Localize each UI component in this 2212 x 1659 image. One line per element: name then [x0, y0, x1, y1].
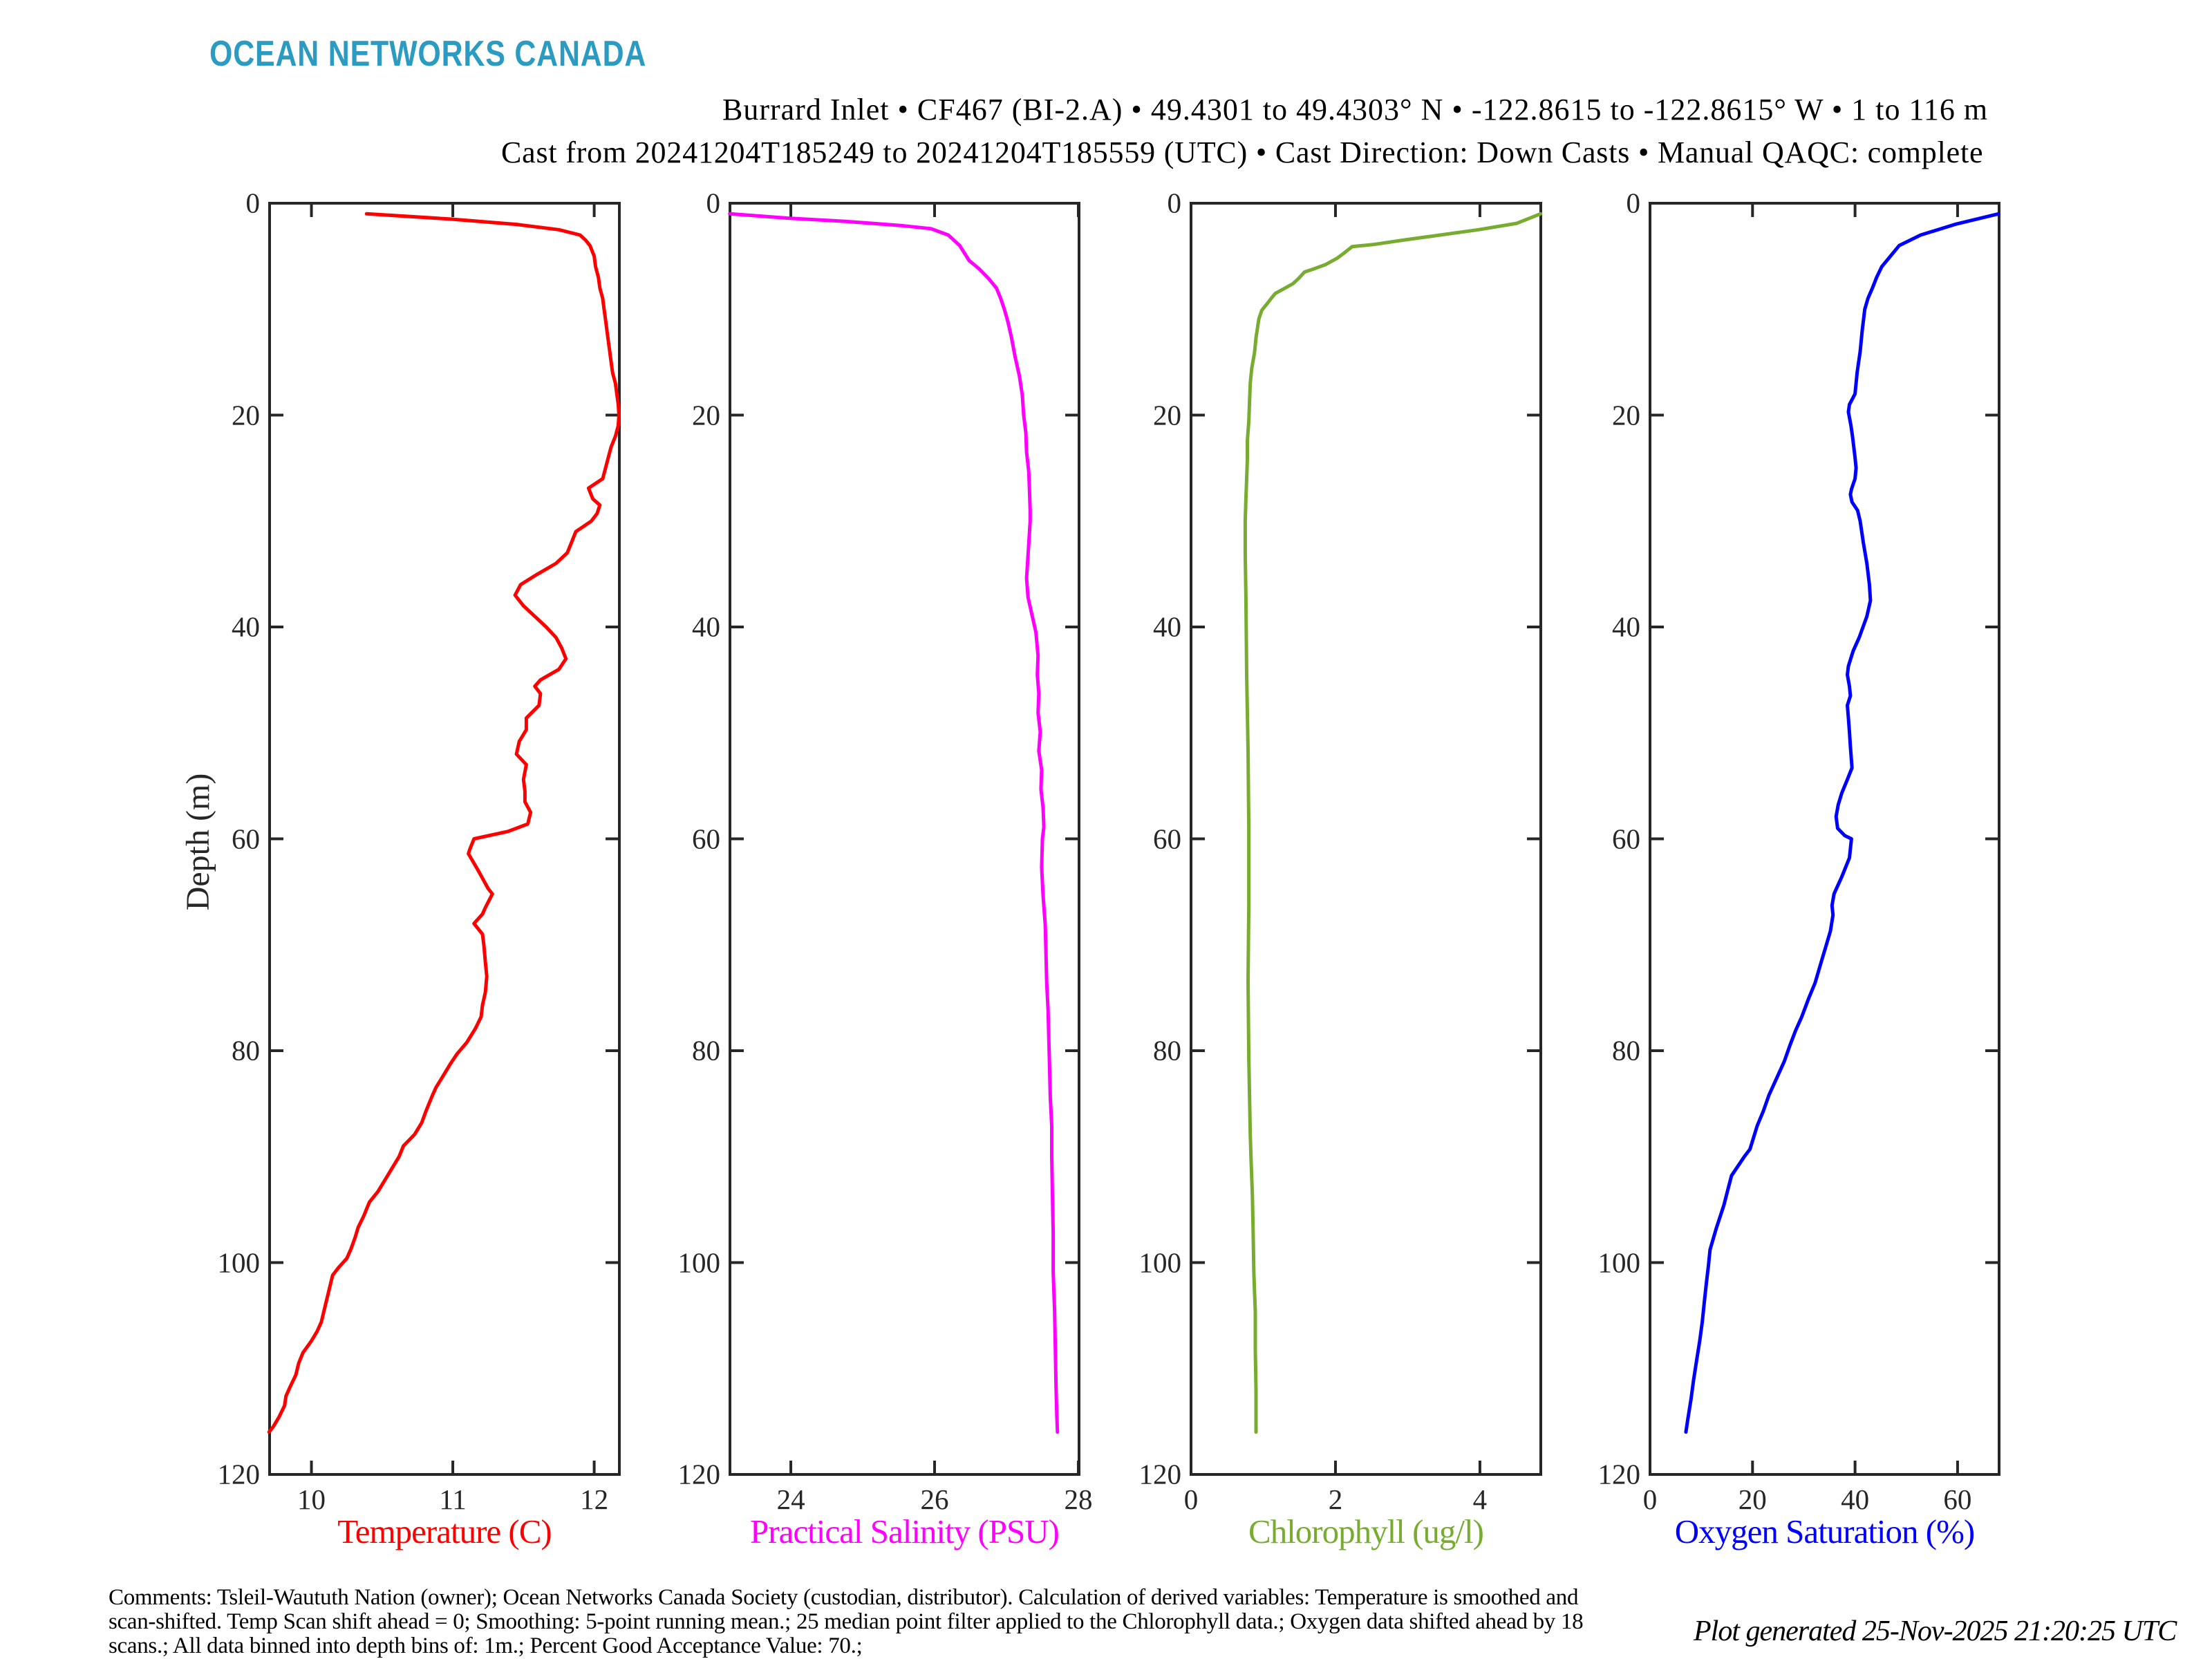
temperature-x-tick-label: 11 — [439, 1483, 467, 1515]
salinity-axes-frame — [729, 202, 1080, 1476]
oxygen-axis-label: Oxygen Saturation (%) — [1674, 1512, 1975, 1550]
oxygen-y-tick-label: 0 — [1626, 187, 1641, 219]
salinity-x-tick-label: 24 — [776, 1483, 805, 1515]
chlorophyll-x-tick-label: 2 — [1328, 1483, 1343, 1515]
oxygen-axes-frame — [1649, 202, 2000, 1476]
oxygen-y-tick-label: 20 — [1612, 399, 1640, 431]
comments-line3: scans.; All data binned into depth bins … — [109, 1633, 863, 1658]
oxygen-x-tick-label: 60 — [1943, 1483, 1972, 1515]
salinity-y-tick-label: 20 — [692, 399, 720, 431]
chlorophyll-axis-label: Chlorophyll (ug/l) — [1248, 1512, 1484, 1550]
temperature-axis-label: Temperature (C) — [337, 1512, 552, 1550]
oxygen-y-tick-label: 100 — [1597, 1246, 1641, 1278]
temperature-curve — [267, 212, 621, 1434]
figure-title-line1: Burrard Inlet • CF467 (BI-2.A) • 49.4301… — [722, 93, 1989, 126]
oxygen-x-tick-label: 0 — [1642, 1483, 1658, 1515]
temperature-y-tick-label: 80 — [232, 1034, 260, 1067]
chlorophyll-x-tick-label: 0 — [1183, 1483, 1199, 1515]
chlorophyll-y-tick-label: 20 — [1153, 399, 1181, 431]
oxygen-tick-marks — [1649, 202, 1999, 1476]
comments-line1: Comments: Tsleil-Waututh Nation (owner);… — [109, 1585, 1579, 1610]
comments-line2: scan-shifted. Temp Scan shift ahead = 0;… — [109, 1609, 1584, 1634]
salinity-y-tick-label: 100 — [677, 1246, 721, 1278]
salinity-tick-marks — [730, 202, 1080, 1476]
temperature-y-tick-label: 0 — [245, 187, 261, 219]
salinity-x-tick-label: 26 — [920, 1483, 949, 1515]
chlorophyll-axes-frame — [1190, 202, 1542, 1476]
depth-axis-label: Depth (m) — [180, 773, 216, 911]
salinity-y-tick-label: 0 — [706, 187, 721, 219]
temperature-axes-frame — [268, 202, 621, 1476]
chlorophyll-y-tick-label: 40 — [1153, 610, 1181, 643]
chlorophyll-y-tick-label: 100 — [1138, 1246, 1182, 1278]
temperature-x-tick-label: 12 — [580, 1483, 609, 1515]
chlorophyll-y-tick-label: 80 — [1153, 1034, 1181, 1067]
plot-generated-timestamp: Plot generated 25-Nov-2025 21:20:25 UTC — [1694, 1615, 2177, 1647]
figure-title-line2: Cast from 20241204T185249 to 20241204T18… — [501, 135, 1984, 169]
salinity-axis-label: Practical Salinity (PSU) — [750, 1512, 1060, 1550]
salinity-y-tick-label: 120 — [677, 1458, 721, 1490]
ocean-networks-canada-logo: OCEAN NETWORKS CANADA — [209, 34, 647, 74]
oxygen-x-tick-label: 40 — [1841, 1483, 1870, 1515]
temperature-y-tick-label: 40 — [232, 610, 260, 643]
chlorophyll-curve — [1243, 212, 1543, 1434]
temperature-y-tick-label: 100 — [217, 1246, 261, 1278]
oxygen-y-tick-label: 60 — [1612, 823, 1640, 854]
temperature-y-tick-label: 20 — [232, 399, 260, 431]
salinity-y-tick-label: 60 — [692, 823, 720, 854]
chlorophyll-y-tick-label: 120 — [1138, 1458, 1182, 1490]
chlorophyll-x-tick-label: 4 — [1472, 1483, 1488, 1515]
oxygen-curve — [1684, 212, 2000, 1434]
temperature-y-tick-label: 120 — [217, 1458, 261, 1490]
comments-block: Comments: Tsleil-Waututh Nation (owner);… — [109, 1585, 1584, 1658]
oxygen-y-tick-label: 120 — [1597, 1458, 1641, 1490]
oxygen-y-tick-label: 80 — [1612, 1034, 1640, 1067]
salinity-x-tick-label: 28 — [1064, 1483, 1093, 1515]
chlorophyll-tick-marks — [1190, 202, 1541, 1476]
temperature-x-tick-label: 10 — [297, 1483, 326, 1515]
chlorophyll-y-tick-label: 0 — [1167, 187, 1182, 219]
oxygen-y-tick-label: 40 — [1612, 610, 1640, 643]
chlorophyll-y-tick-label: 60 — [1153, 823, 1181, 854]
temperature-y-tick-label: 60 — [232, 823, 260, 854]
salinity-y-tick-label: 80 — [692, 1034, 720, 1067]
oxygen-x-tick-label: 20 — [1738, 1483, 1767, 1515]
temperature-tick-marks — [270, 202, 619, 1476]
salinity-curve — [728, 212, 1060, 1434]
salinity-y-tick-label: 40 — [692, 610, 720, 643]
